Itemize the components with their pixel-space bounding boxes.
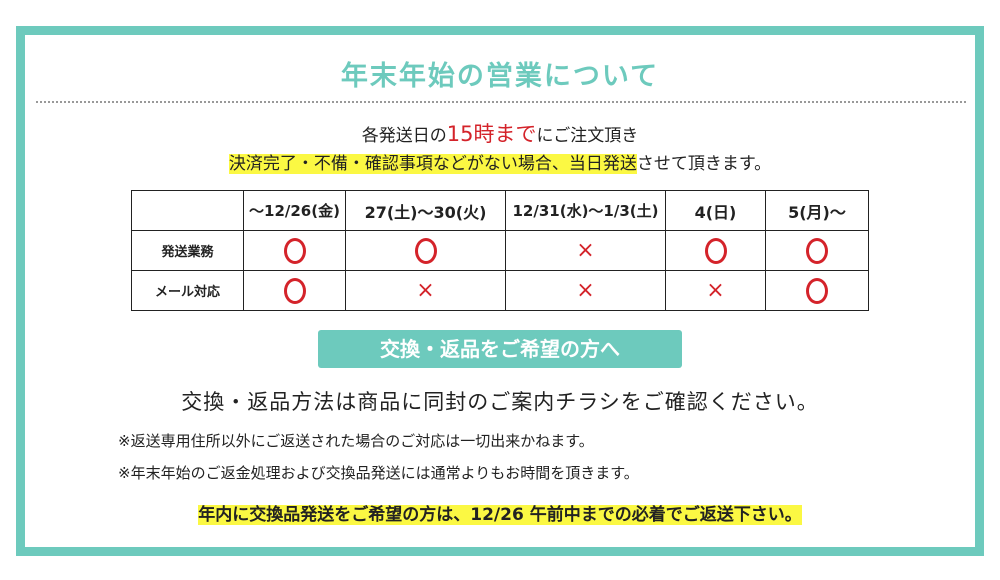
deadline-highlight: 年内に交換品発送をご希望の方は、12/26 午前中までの必着でご返送下さい。: [198, 505, 802, 525]
status-cell: ×: [505, 270, 666, 311]
table-row: 発送業務 ×: [131, 230, 869, 271]
returns-deadline: 年内に交換品発送をご希望の方は、12/26 午前中までの必着でご返送下さい。: [0, 500, 1000, 525]
header-cell: ～12/26(金): [243, 190, 346, 231]
available-circle-icon: [806, 237, 828, 264]
notice-deadline: 15時まで: [446, 122, 537, 146]
status-cell: [345, 230, 506, 271]
status-cell: [243, 270, 346, 311]
page-frame: [16, 26, 984, 556]
unavailable-cross-icon: ×: [576, 238, 595, 263]
table-row: メール対応 × × ×: [131, 270, 869, 311]
status-cell: [665, 230, 766, 271]
header-cell: 12/31(水)～1/3(土): [505, 190, 666, 231]
returns-main: 交換・返品方法は商品に同封のご案内チラシをご確認ください。: [181, 390, 819, 414]
available-circle-icon: [283, 277, 306, 304]
status-cell: ×: [345, 270, 506, 311]
header-cell: 27(土)～30(火): [345, 190, 506, 231]
notice-post: にご注文頂き: [536, 126, 639, 146]
unavailable-cross-icon: ×: [416, 278, 435, 303]
row-label: メール対応: [131, 270, 244, 311]
unavailable-cross-icon: ×: [706, 278, 725, 303]
status-cell: [765, 230, 869, 271]
status-cell: [243, 230, 346, 271]
available-circle-icon: [704, 237, 727, 264]
returns-note-1: ※返送専用住所以外にご返送された場合のご対応は一切出来かねます。: [118, 432, 594, 450]
header-cell: [131, 190, 244, 231]
order-notice: 各発送日の15時までにご注文頂き: [0, 118, 1000, 148]
page-title: 年末年始の営業について: [340, 61, 660, 92]
status-cell: ×: [505, 230, 666, 271]
available-circle-icon: [414, 237, 437, 264]
table-header-row: ～12/26(金) 27(土)～30(火) 12/31(水)～1/3(土) 4(…: [131, 190, 869, 231]
header-cell: 5(月)～: [765, 190, 869, 231]
row-label: 発送業務: [131, 230, 244, 271]
shipping-highlight: 決済完了・不備・確認事項などがない場合、当日発送: [228, 154, 637, 174]
dotted-divider: [36, 101, 966, 103]
notice-pre: 各発送日の: [361, 126, 447, 146]
shipping-rest: させて頂きます。: [636, 154, 772, 174]
status-cell: [765, 270, 869, 311]
status-cell: ×: [665, 270, 766, 311]
shipping-notice: 決済完了・不備・確認事項などがない場合、当日発送させて頂きます。: [0, 149, 1000, 174]
available-circle-icon: [806, 277, 828, 304]
header-cell: 4(日): [665, 190, 766, 231]
returns-badge: 交換・返品をご希望の方へ: [318, 330, 682, 368]
available-circle-icon: [283, 237, 306, 264]
schedule-table: ～12/26(金) 27(土)～30(火) 12/31(水)～1/3(土) 4(…: [131, 190, 869, 311]
unavailable-cross-icon: ×: [576, 278, 595, 303]
returns-note-2: ※年末年始のご返金処理および交換品発送には通常よりもお時間を頂きます。: [118, 464, 639, 482]
